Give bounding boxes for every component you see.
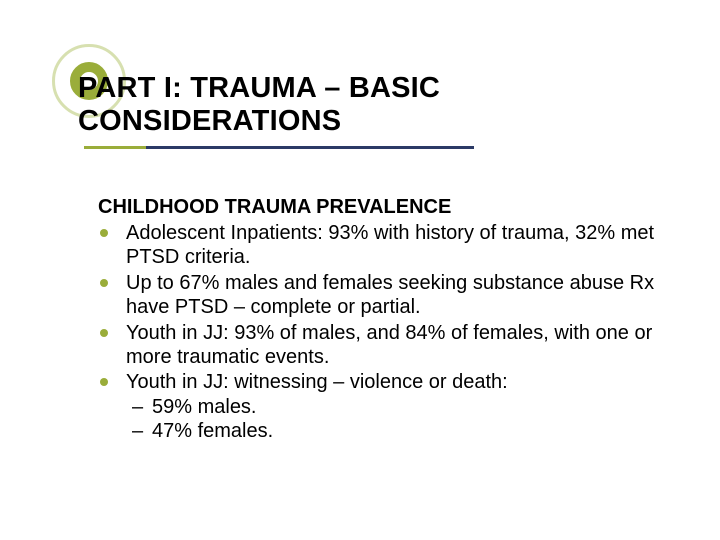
content-block: CHILDHOOD TRAUMA PREVALENCE Adolescent I…: [98, 196, 668, 445]
list-item: Adolescent Inpatients: 93% with history …: [98, 221, 668, 270]
slide-title: PART I: TRAUMA – BASIC CONSIDERATIONS: [78, 72, 440, 139]
list-item-text: Youth in JJ: witnessing – violence or de…: [126, 371, 508, 393]
bullet-dot-icon: [100, 279, 108, 287]
list-item: Youth in JJ: 93% of males, and 84% of fe…: [98, 321, 668, 370]
list-item: Up to 67% males and females seeking subs…: [98, 271, 668, 320]
title-line-1: PART I: TRAUMA – BASIC: [78, 72, 440, 105]
sub-list-item: 47% females.: [126, 419, 668, 443]
sub-list-item-text: 47% females.: [152, 420, 273, 442]
title-underline-navy: [146, 146, 474, 149]
list-item: Youth in JJ: witnessing – violence or de…: [98, 370, 668, 443]
bullet-dot-icon: [100, 329, 108, 337]
bullet-dot-icon: [100, 229, 108, 237]
title-underline-accent: [84, 146, 146, 149]
sub-list-item: 59% males.: [126, 395, 668, 419]
list-item-text: Adolescent Inpatients: 93% with history …: [126, 222, 654, 268]
bullet-list: Adolescent Inpatients: 93% with history …: [98, 221, 668, 444]
list-item-text: Youth in JJ: 93% of males, and 84% of fe…: [126, 322, 652, 368]
list-item-text: Up to 67% males and females seeking subs…: [126, 272, 654, 318]
sub-list: 59% males. 47% females.: [126, 395, 668, 444]
title-line-2: CONSIDERATIONS: [78, 105, 440, 138]
bullet-dot-icon: [100, 378, 108, 386]
sub-list-item-text: 59% males.: [152, 396, 257, 418]
section-heading: CHILDHOOD TRAUMA PREVALENCE: [98, 196, 668, 219]
